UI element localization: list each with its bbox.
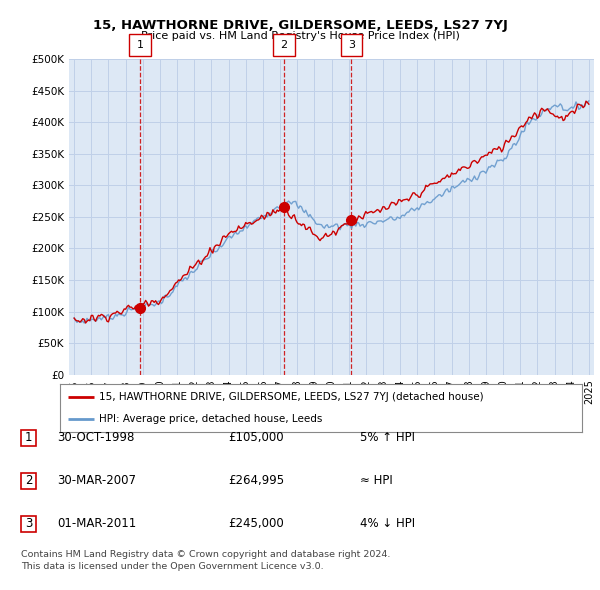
Text: 15, HAWTHORNE DRIVE, GILDERSOME, LEEDS, LS27 7YJ: 15, HAWTHORNE DRIVE, GILDERSOME, LEEDS, … xyxy=(92,19,508,32)
Text: £264,995: £264,995 xyxy=(228,474,284,487)
Text: 30-OCT-1998: 30-OCT-1998 xyxy=(57,431,134,444)
Text: 1: 1 xyxy=(136,40,143,50)
Text: HPI: Average price, detached house, Leeds: HPI: Average price, detached house, Leed… xyxy=(99,414,323,424)
Text: 3: 3 xyxy=(25,517,32,530)
Text: ≈ HPI: ≈ HPI xyxy=(360,474,393,487)
Text: 15, HAWTHORNE DRIVE, GILDERSOME, LEEDS, LS27 7YJ (detached house): 15, HAWTHORNE DRIVE, GILDERSOME, LEEDS, … xyxy=(99,392,484,402)
Text: £105,000: £105,000 xyxy=(228,431,284,444)
Text: 2: 2 xyxy=(25,474,32,487)
Text: 30-MAR-2007: 30-MAR-2007 xyxy=(57,474,136,487)
Text: 4% ↓ HPI: 4% ↓ HPI xyxy=(360,517,415,530)
Text: £245,000: £245,000 xyxy=(228,517,284,530)
Text: 1: 1 xyxy=(25,431,32,444)
Text: Contains HM Land Registry data © Crown copyright and database right 2024.: Contains HM Land Registry data © Crown c… xyxy=(21,550,391,559)
Text: Price paid vs. HM Land Registry's House Price Index (HPI): Price paid vs. HM Land Registry's House … xyxy=(140,31,460,41)
Text: 3: 3 xyxy=(348,40,355,50)
Text: 5% ↑ HPI: 5% ↑ HPI xyxy=(360,431,415,444)
Text: 01-MAR-2011: 01-MAR-2011 xyxy=(57,517,136,530)
Text: This data is licensed under the Open Government Licence v3.0.: This data is licensed under the Open Gov… xyxy=(21,562,323,571)
Text: 2: 2 xyxy=(281,40,288,50)
